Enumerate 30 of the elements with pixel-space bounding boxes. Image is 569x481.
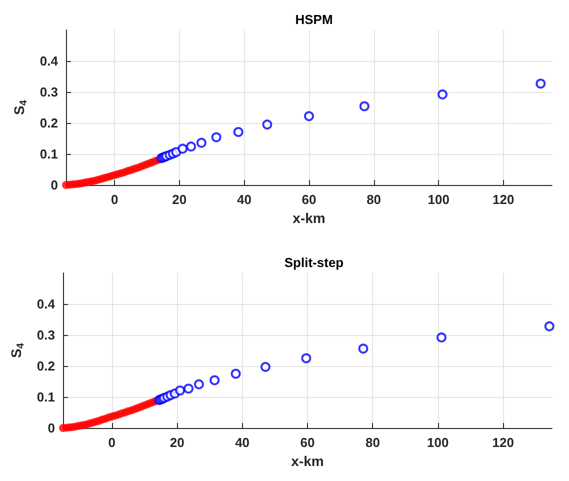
x-tick-label: 100 xyxy=(427,435,449,450)
x-tick-label: 100 xyxy=(428,192,450,207)
y-tick-label: 0 xyxy=(48,420,55,436)
y-tick-label: 0.4 xyxy=(36,296,56,312)
chart-title: HSPM xyxy=(295,12,333,27)
x-tick-label: 120 xyxy=(492,192,514,207)
y-tick-label: 0.4 xyxy=(40,54,59,68)
x-tick-label: 0 xyxy=(110,192,118,207)
x-tick-label: 20 xyxy=(172,192,187,207)
x-tick-label: 60 xyxy=(302,192,316,207)
x-tick-label: 80 xyxy=(366,192,382,207)
x-tick-label: 20 xyxy=(170,435,184,450)
x-axis-title: x-km xyxy=(292,210,326,226)
y-tick-label: 0 xyxy=(50,178,58,192)
x-tick-label: 120 xyxy=(492,435,514,450)
x-tick-label: 40 xyxy=(235,435,250,450)
y-tick-label: 0.3 xyxy=(40,84,58,100)
y-axis-title: S4 xyxy=(8,342,27,358)
x-tick-label: 40 xyxy=(236,192,252,207)
y-axis-title: S4 xyxy=(11,100,30,115)
x-tick-label: 0 xyxy=(108,435,116,450)
x-axis-title: x-km xyxy=(291,452,324,469)
x-tick-label: 80 xyxy=(365,435,380,450)
y-tick-label: 0.2 xyxy=(36,358,55,374)
x-tick-label: 60 xyxy=(300,435,315,450)
chart-title: Split-step xyxy=(284,255,344,270)
y-tick-label: 0.3 xyxy=(36,328,55,342)
y-tick-label: 0.2 xyxy=(40,116,58,130)
y-tick-label: 0.1 xyxy=(36,390,55,404)
y-tick-label: 0.1 xyxy=(40,146,58,162)
